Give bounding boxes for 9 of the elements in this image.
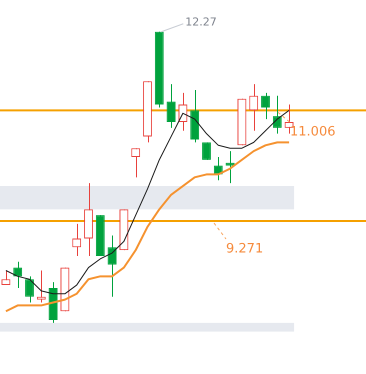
- candlestick: [25, 276, 34, 304]
- annotation: 11.006: [290, 124, 336, 140]
- text: 12.27: [185, 16, 217, 29]
- candlestick: [108, 235, 117, 298]
- annotation: 9.271: [226, 241, 264, 256]
- candlestick: [13, 261, 22, 288]
- candlestick: [178, 92, 188, 132]
- candlestick: [166, 84, 176, 128]
- candlestick: [36, 270, 46, 304]
